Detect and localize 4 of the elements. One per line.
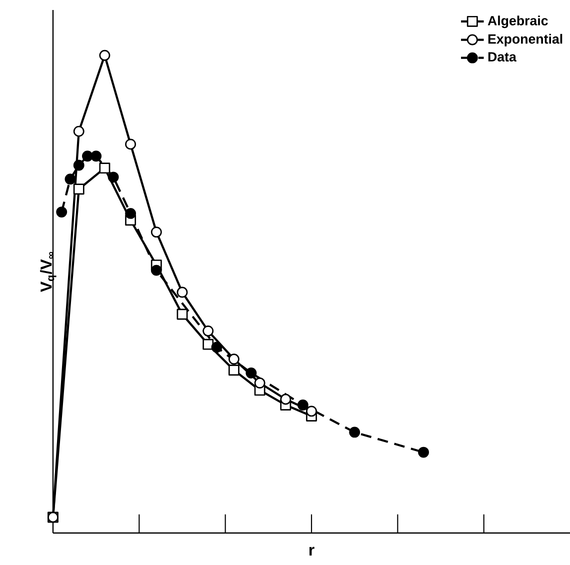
legend-label: Exponential — [488, 34, 562, 46]
legend-label: Algebraic — [488, 16, 548, 28]
legend-label: Data — [488, 52, 516, 62]
x-axis-title: r — [309, 546, 314, 556]
